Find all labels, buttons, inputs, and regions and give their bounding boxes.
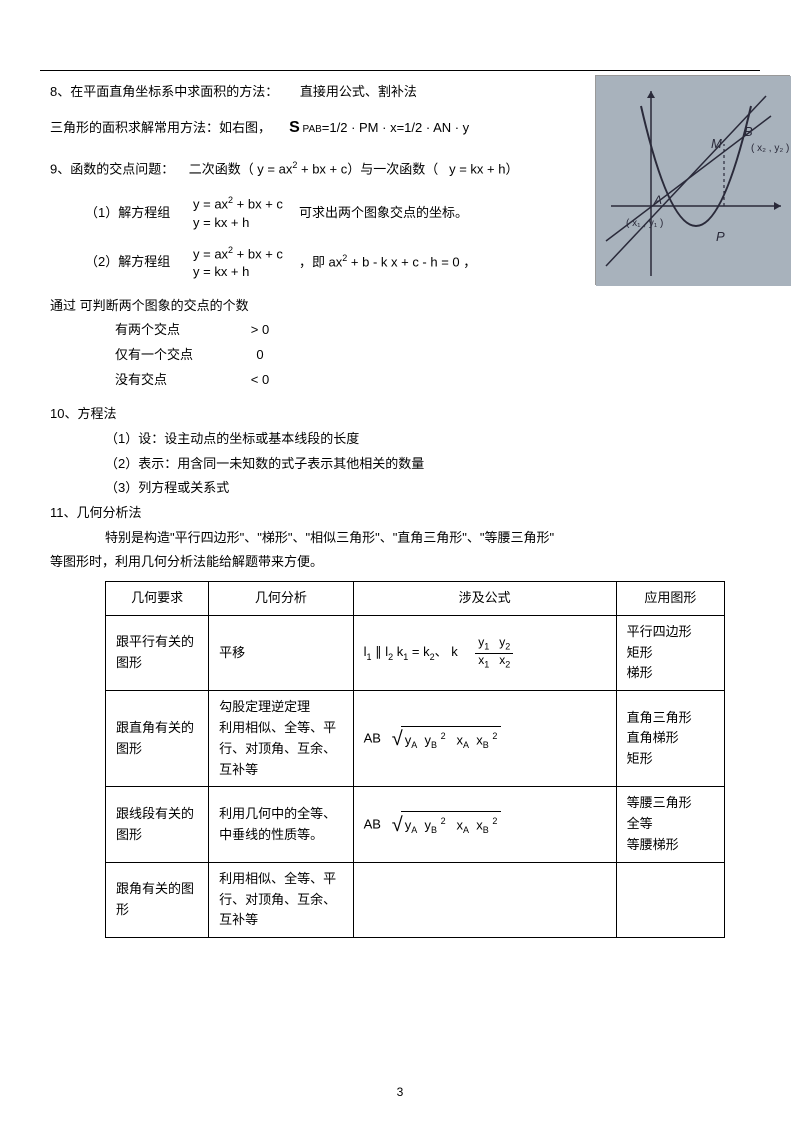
page-number: 3 [0,1081,800,1104]
cell: 利用相似、全等、平行、对顶角、互余、互补等 [209,862,353,937]
th-3: 涉及公式 [353,582,616,616]
th-1: 几何要求 [106,582,209,616]
fraction: y1 y2 x1 x2 [475,636,513,670]
eq-text: y = kx + h [193,263,283,281]
text: 8、在平面直角坐标系中求面积的方法： [50,84,278,99]
cell: 利用几何中的全等、中垂线的性质等。 [209,787,353,862]
item-11-line1: 特别是构造"平行四边形"、"梯形"、"相似三角形"、"直角三角形"、"等腰三角形… [50,526,750,551]
item-11-title: 11、几何分析法 [50,501,750,526]
row3-val: < 0 [230,368,290,393]
eq1-after: 可求出两个图象交点的坐标。 [299,201,468,226]
eq-text: + bx + c [233,196,283,211]
row1-label: 有两个交点 [115,318,230,343]
svg-text:( x₂ , y₂ ): ( x₂ , y₂ ) [751,143,789,154]
svg-text:M: M [711,136,722,151]
table-row: 跟线段有关的图形 利用几何中的全等、中垂线的性质等。 AB √ yA yB 2 … [106,787,725,862]
eq-text: y = kx + h [193,214,283,232]
s: B [431,825,437,835]
formula-S: S [289,119,300,136]
text: + b - k x + c - h = 0 ， [347,254,476,269]
t: AB [364,816,381,831]
text: ，即 ax [299,254,342,269]
eq-text: + bx + c [233,246,283,261]
svg-text:( x₁ , y₁ ): ( x₁ , y₁ ) [626,218,663,229]
cell: 跟线段有关的图形 [106,787,209,862]
item-11-line2: 等图形时，利用几何分析法能给解题带来方便。 [50,550,750,575]
page-top-border [40,70,760,71]
s: 1 [484,659,489,669]
cell: 等腰三角形 全等 等腰梯形 [616,787,724,862]
th-4: 应用图形 [616,582,724,616]
s: B [483,740,489,750]
row2-label: 仅有一个交点 [115,343,230,368]
cell: 勾股定理逆定理 利用相似、全等、平行、对顶角、互余、互补等 [209,691,353,787]
s: B [431,740,437,750]
item-10-title: 10、方程法 [50,402,750,427]
text: y = kx + h） [449,161,518,176]
cell: 平移 [209,615,353,690]
item-10-sub2: （2）表示：用含同一未知数的式子表示其他相关的数量 [50,452,750,477]
cell [353,862,616,937]
cell: 跟平行有关的图形 [106,615,209,690]
formula-sub: PAB [300,124,322,135]
cell-formula: l1 ∥ l2 k1 = k2、 k y1 y2 x1 x2 [353,615,616,690]
s: A [463,825,469,835]
cell: 跟角有关的图形 [106,862,209,937]
s: A [411,740,417,750]
cell-formula: AB √ yA yB 2 xA xB 2 [353,691,616,787]
document-content: M B ( x₂ , y₂ ) A ( x₁ , y₁ ) P 8、在平面直角坐… [50,80,750,938]
sqrt: √ yA yB 2 xA xB 2 [392,723,502,755]
s: 2 [492,816,497,826]
row3-label: 没有交点 [115,368,230,393]
table-row: 跟直角有关的图形 勾股定理逆定理 利用相似、全等、平行、对顶角、互余、互补等 A… [106,691,725,787]
s: 2 [441,731,446,741]
s: 2 [505,642,510,652]
eq1-system: y = ax2 + bx + c y = kx + h [193,194,283,232]
text: 9、函数的交点问题： [50,161,174,176]
text: + bx + c）与一次函数（ [297,161,438,176]
s: A [463,740,469,750]
parabola-graph: M B ( x₂ , y₂ ) A ( x₁ , y₁ ) P [595,75,790,285]
geometry-analysis-table: 几何要求 几何分析 涉及公式 应用图形 跟平行有关的图形 平移 l1 ∥ l2 … [105,581,725,938]
intersection-judgment: 通过 可判断两个图象的交点的个数 有两个交点 > 0 仅有一个交点 0 没有交点… [50,294,750,393]
t: 、 k [435,644,458,659]
item-10-sub3: （3）列方程或关系式 [50,476,750,501]
s: 2 [441,816,446,826]
eq2-system: y = ax2 + bx + c y = kx + h [193,244,283,282]
eq-text: y = ax [193,196,228,211]
cell-formula: AB √ yA yB 2 xA xB 2 [353,787,616,862]
table-row: 跟平行有关的图形 平移 l1 ∥ l2 k1 = k2、 k y1 y2 x1 … [106,615,725,690]
cell: 平行四边形 矩形 梯形 [616,615,724,690]
t: k [393,644,403,659]
text: 二次函数（ y = ax [189,161,293,176]
svg-text:A: A [653,193,662,207]
eq2-after: ，即 ax2 + b - k x + c - h = 0 ， [299,250,476,275]
svg-text:P: P [716,229,725,244]
text: 直接用公式、割补法 [300,84,417,99]
s: 1 [484,642,489,652]
cell: 跟直角有关的图形 [106,691,209,787]
cell: 直角三角形 直角梯形 矩形 [616,691,724,787]
s: B [483,825,489,835]
judge-line: 通过 可判断两个图象的交点的个数 [50,294,750,319]
cell [616,862,724,937]
row1-val: > 0 [230,318,290,343]
sqrt: √ yA yB 2 xA xB 2 [392,809,502,841]
s: A [411,825,417,835]
s: 2 [505,659,510,669]
th-2: 几何分析 [209,582,353,616]
eq2-label: （2）解方程组 [85,250,185,275]
eq1-label: （1）解方程组 [85,201,185,226]
formula-rest: =1/2 · PM · x=1/2 · AN · y [322,120,469,135]
table-row: 跟角有关的图形 利用相似、全等、平行、对顶角、互余、互补等 [106,862,725,937]
t: = k [408,644,429,659]
item-10-sub1: （1）设：设主动点的坐标或基本线段的长度 [50,427,750,452]
t: ∥ [371,644,385,659]
svg-text:B: B [744,124,753,139]
row2-val: 0 [230,343,290,368]
eq-text: y = ax [193,246,228,261]
s: 2 [492,731,497,741]
text: 三角形的面积求解常用方法：如右图， [50,120,271,135]
t: AB [364,730,381,745]
